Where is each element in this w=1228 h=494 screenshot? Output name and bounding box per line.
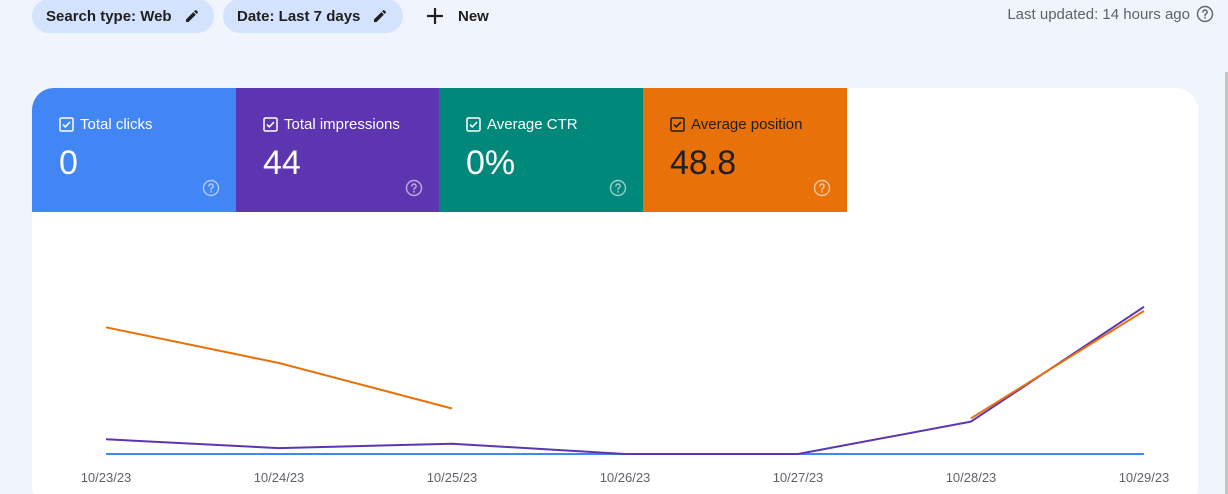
checkbox-checked-icon[interactable] (466, 117, 481, 132)
plus-icon (426, 7, 444, 25)
checkbox-checked-icon[interactable] (670, 117, 685, 132)
help-icon[interactable] (1196, 5, 1214, 23)
edit-pencil-icon (372, 8, 388, 24)
checkbox-checked-icon[interactable] (59, 117, 74, 132)
performance-card: Total clicks 0 Total impressions 44 Aver… (32, 88, 1198, 494)
search-type-filter-label: Search type: Web (46, 7, 172, 25)
metric-tile-total-impressions[interactable]: Total impressions 44 (236, 88, 439, 212)
page-scrollbar[interactable] (1225, 72, 1228, 494)
x-tick-label: 10/23/23 (81, 470, 132, 485)
metric-label: Average CTR (487, 116, 578, 133)
metric-tile-average-position[interactable]: Average position 48.8 (643, 88, 847, 212)
last-updated-text: Last updated: 14 hours ago (1007, 5, 1190, 23)
help-icon[interactable] (813, 179, 831, 197)
performance-line-chart[interactable]: 10/23/23 10/24/23 10/25/23 10/26/23 10/27/23… (32, 88, 1198, 494)
metric-label: Average position (691, 116, 803, 133)
metric-value: 48.8 (670, 144, 737, 182)
x-tick-label: 10/29/23 (1119, 470, 1170, 485)
last-updated-status: Last updated: 14 hours ago (1007, 5, 1214, 23)
new-filter-label: New (458, 7, 489, 25)
x-tick-label: 10/24/23 (254, 470, 305, 485)
date-filter-label: Date: Last 7 days (237, 7, 361, 25)
metric-tile-total-clicks[interactable]: Total clicks 0 (32, 88, 236, 212)
metric-value: 0 (59, 144, 78, 182)
x-tick-label: 10/28/23 (946, 470, 997, 485)
series-line-total-impressions (105, 305, 1145, 455)
x-tick-label: 10/27/23 (773, 470, 824, 485)
toolbar: Search type: Web Date: Last 7 days New L… (0, 0, 1228, 33)
metric-value: 44 (263, 144, 301, 182)
metric-tile-average-ctr[interactable]: Average CTR 0% (439, 88, 643, 212)
metric-value: 0% (466, 144, 516, 182)
help-icon[interactable] (202, 179, 220, 197)
series-line-average-position-segment-1 (970, 310, 1145, 420)
edit-pencil-icon (184, 8, 200, 24)
metric-label: Total impressions (284, 116, 400, 133)
checkbox-checked-icon[interactable] (263, 117, 278, 132)
series-line-average-position-segment-0 (105, 326, 453, 410)
help-icon[interactable] (405, 179, 423, 197)
x-tick-label: 10/26/23 (600, 470, 651, 485)
new-filter-button[interactable]: New (416, 0, 499, 33)
search-type-filter-chip[interactable]: Search type: Web (32, 0, 214, 33)
help-icon[interactable] (609, 179, 627, 197)
x-tick-label: 10/25/23 (427, 470, 478, 485)
metric-label: Total clicks (80, 116, 153, 133)
date-filter-chip[interactable]: Date: Last 7 days (223, 0, 403, 33)
